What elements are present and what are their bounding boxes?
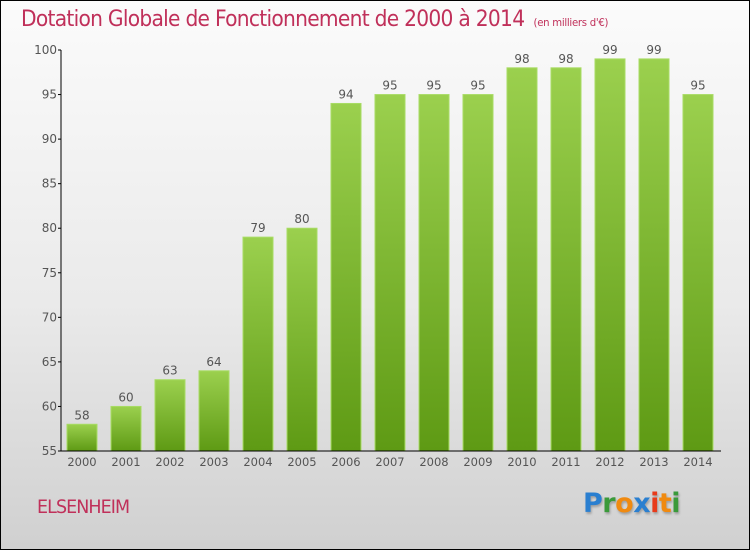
bar-2001: [110, 405, 142, 452]
axes-group: 2000 2001 2002 2003 2004 2005 2006 2007 2008 2009…: [34, 43, 721, 469]
x-tick-label-2000: 2000: [67, 455, 96, 469]
y-tick-label-60: 60: [42, 399, 57, 413]
x-tick-label-2009: 2009: [463, 455, 492, 469]
bar-2007: [374, 94, 406, 452]
y-tick-label-65: 65: [42, 355, 57, 369]
logo-letter: i: [671, 488, 681, 519]
x-tick-label-2014: 2014: [683, 455, 712, 469]
bar-2013: [638, 58, 670, 452]
logo-letter: x: [633, 488, 651, 519]
x-tick-label-2010: 2010: [507, 455, 536, 469]
bar-2012: [594, 58, 626, 452]
bar-2011: [550, 67, 582, 452]
data-label-2002: 63: [162, 364, 177, 378]
data-label-2001: 60: [118, 390, 133, 404]
x-tick-label-2011: 2011: [551, 455, 580, 469]
bar-2010: [506, 67, 538, 452]
x-tick-label-2013: 2013: [639, 455, 668, 469]
bar-2006: [330, 102, 362, 452]
chart-title: Dotation Globale de Fonctionnement de 20…: [21, 7, 609, 32]
x-tick-label-2005: 2005: [287, 455, 316, 469]
x-tick-label-2003: 2003: [199, 455, 228, 469]
data-label-2010: 98: [514, 52, 529, 66]
x-tick-label-2008: 2008: [419, 455, 448, 469]
x-tick-label-2001: 2001: [111, 455, 140, 469]
data-label-2004: 79: [250, 221, 265, 235]
data-label-2006: 94: [338, 87, 353, 101]
logo-letter: t: [658, 488, 672, 519]
data-label-2012: 99: [602, 43, 617, 57]
bar-2004: [242, 236, 274, 452]
data-label-2005: 80: [294, 212, 309, 226]
y-tick-label-100: 100: [34, 43, 57, 57]
data-label-2011: 98: [558, 52, 573, 66]
data-label-2008: 95: [426, 79, 441, 93]
data-label-2013: 99: [646, 43, 661, 57]
data-label-2009: 95: [470, 79, 485, 93]
data-label-2000: 58: [74, 408, 89, 422]
logo-letter: o: [615, 488, 634, 519]
logo-letter: P: [583, 488, 603, 519]
data-label-2014: 95: [690, 79, 705, 93]
data-label-2007: 95: [382, 79, 397, 93]
chart-title-text: Dotation Globale de Fonctionnement de 20…: [21, 7, 525, 32]
y-tick-label-70: 70: [42, 310, 57, 324]
y-tick-label-75: 75: [42, 266, 57, 280]
bar-2005: [286, 227, 318, 452]
y-tick-label-55: 55: [42, 444, 57, 458]
x-tick-label-2007: 2007: [375, 455, 404, 469]
bar-2000: [66, 423, 98, 452]
x-tick-label-2012: 2012: [595, 455, 624, 469]
proxiti-logo[interactable]: Proxiti: [583, 488, 681, 519]
chart-unit: (en milliers d'€): [533, 16, 609, 29]
x-tick-label-2004: 2004: [243, 455, 272, 469]
x-tick-label-2002: 2002: [155, 455, 184, 469]
bars-group: 58 60 63 64 79 80 94 95 95 95 98 98 99 99 95: [66, 43, 714, 452]
x-tick-label-2006: 2006: [331, 455, 360, 469]
y-tick-label-95: 95: [42, 88, 57, 102]
bar-2014: [682, 94, 714, 452]
y-tick-label-90: 90: [42, 132, 57, 146]
place-name: ELSENHEIM: [37, 496, 130, 518]
logo-letter: i: [650, 488, 659, 519]
bar-2002: [154, 379, 186, 452]
data-label-2003: 64: [206, 355, 221, 369]
logo-letter: r: [602, 488, 616, 519]
y-tick-label-80: 80: [42, 221, 57, 235]
bar-2008: [418, 94, 450, 452]
bar-2003: [198, 370, 230, 452]
y-tick-label-85: 85: [42, 177, 57, 191]
bar-2009: [462, 94, 494, 452]
